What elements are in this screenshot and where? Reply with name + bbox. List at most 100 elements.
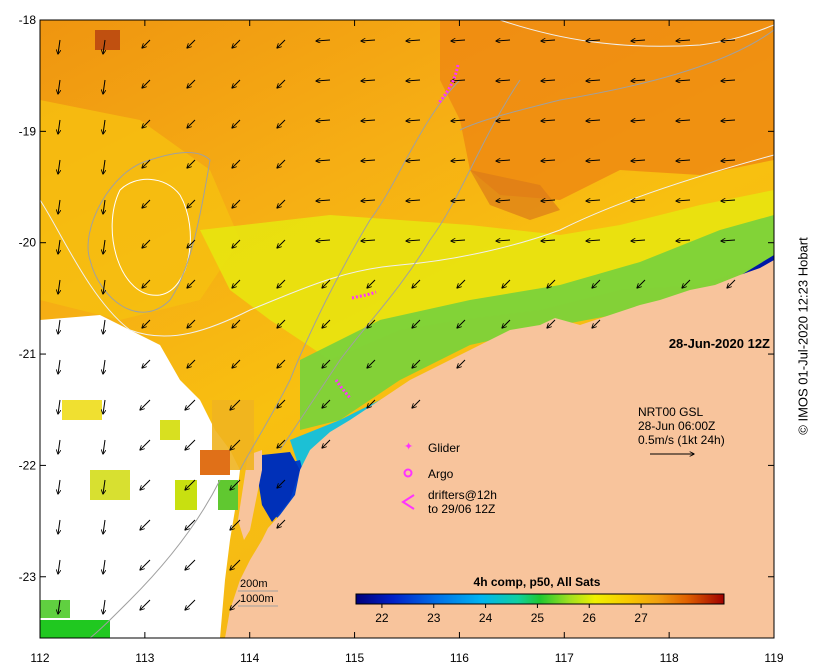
current-vector: [316, 40, 331, 41]
current-vector: [361, 120, 376, 121]
current-vector: [142, 199, 151, 208]
vector-legend: NRT00 GSL 28-Jun 06:00Z 0.5m/s (1kt 24h): [638, 405, 725, 454]
current-vector: [406, 80, 421, 81]
current-vector: [187, 359, 196, 368]
current-vector: [586, 80, 601, 81]
current-vector: [586, 240, 601, 241]
current-vector: [406, 200, 421, 201]
x-tick-label: 119: [764, 651, 783, 665]
current-vector: [140, 559, 151, 570]
x-tick-label: 116: [450, 651, 469, 665]
current-vector: [412, 359, 421, 368]
current-vector: [230, 559, 241, 570]
current-vector: [547, 279, 556, 288]
current-vector: [367, 319, 376, 328]
current-vector: [631, 160, 646, 161]
colorbar-ticks: 22 23 24 25 26 27: [375, 604, 648, 625]
current-vector: [451, 200, 466, 201]
current-vector: [58, 399, 60, 414]
current-vector: [316, 80, 331, 81]
drifter-label-1: drifters@12h: [428, 488, 497, 502]
current-vector: [277, 79, 286, 88]
current-vector: [721, 240, 736, 241]
current-vector: [586, 200, 601, 201]
colorbar-tick-label: 24: [479, 611, 493, 625]
x-tick-label: 117: [555, 651, 574, 665]
current-vector: [187, 319, 196, 328]
current-vector: [541, 120, 556, 121]
current-vector: [541, 160, 556, 161]
colorbar-tick-label: 25: [531, 611, 545, 625]
current-vector: [103, 559, 105, 574]
current-vector: [185, 559, 196, 570]
patch-1: [62, 400, 102, 420]
current-vector: [406, 120, 421, 121]
current-vector: [185, 519, 196, 530]
current-vector: [277, 479, 286, 488]
glider-track-mid: [351, 290, 377, 300]
current-vector: [361, 160, 376, 161]
current-vector: [631, 240, 646, 241]
current-vector: [58, 79, 60, 94]
current-vector: [412, 399, 421, 408]
current-vector: [187, 119, 196, 128]
current-vector: [187, 199, 196, 208]
bathy-200-label: 200m: [240, 578, 268, 590]
current-vector: [185, 479, 196, 490]
x-tick-label: 115: [345, 651, 364, 665]
current-vector: [316, 120, 331, 121]
colorbar-scale: [355, 593, 725, 605]
contour-white-ne: [499, 20, 774, 47]
current-vector: [586, 120, 601, 121]
current-vector: [361, 200, 376, 201]
x-tick-label: 112: [30, 651, 49, 665]
current-vector: [142, 159, 151, 168]
x-tick-label: 118: [660, 651, 679, 665]
current-vector: [187, 39, 196, 48]
current-vector: [451, 160, 466, 161]
current-vectors: [58, 39, 736, 614]
patch-green-sw2: [40, 600, 70, 618]
vector-product: NRT00 GSL: [638, 405, 703, 419]
current-vector: [406, 40, 421, 41]
current-vector: [322, 279, 331, 288]
current-vector: [185, 599, 196, 610]
current-vector: [541, 240, 556, 241]
y-tick-label: -18: [19, 13, 37, 27]
date-label: 28-Jun-2020 12Z: [669, 336, 770, 351]
current-vector: [502, 279, 511, 288]
warm-patch-1: [95, 30, 120, 50]
patch-green-sw: [40, 620, 110, 638]
current-vector: [58, 519, 60, 534]
patch-3: [160, 420, 180, 440]
current-vector: [103, 159, 105, 174]
current-vector: [103, 239, 105, 254]
current-vector: [457, 319, 466, 328]
current-vector: [187, 239, 196, 248]
current-vector: [496, 240, 511, 241]
current-vector: [232, 319, 241, 328]
y-tick-label: -20: [19, 236, 37, 250]
current-vector: [140, 399, 151, 410]
current-vector: [316, 240, 331, 241]
isobath-200: [239, 79, 461, 471]
current-vector: [140, 599, 151, 610]
current-vector: [142, 79, 151, 88]
current-vector: [451, 120, 466, 121]
current-vector: [230, 479, 241, 490]
x-tick-label: 114: [240, 651, 259, 665]
current-vector: [142, 239, 151, 248]
current-vector: [721, 120, 736, 121]
current-vector: [230, 519, 241, 530]
current-vector: [457, 359, 466, 368]
colorbar-tick-label: 23: [427, 611, 441, 625]
current-vector: [187, 279, 196, 288]
current-vector: [58, 319, 60, 334]
y-tick-label: -22: [19, 458, 37, 472]
current-vector: [103, 519, 105, 534]
current-vector: [58, 119, 60, 134]
current-vector: [232, 199, 241, 208]
bathymetry-legend: 200m 1000m: [238, 578, 278, 607]
current-vector: [103, 79, 105, 94]
current-vector: [142, 359, 151, 368]
